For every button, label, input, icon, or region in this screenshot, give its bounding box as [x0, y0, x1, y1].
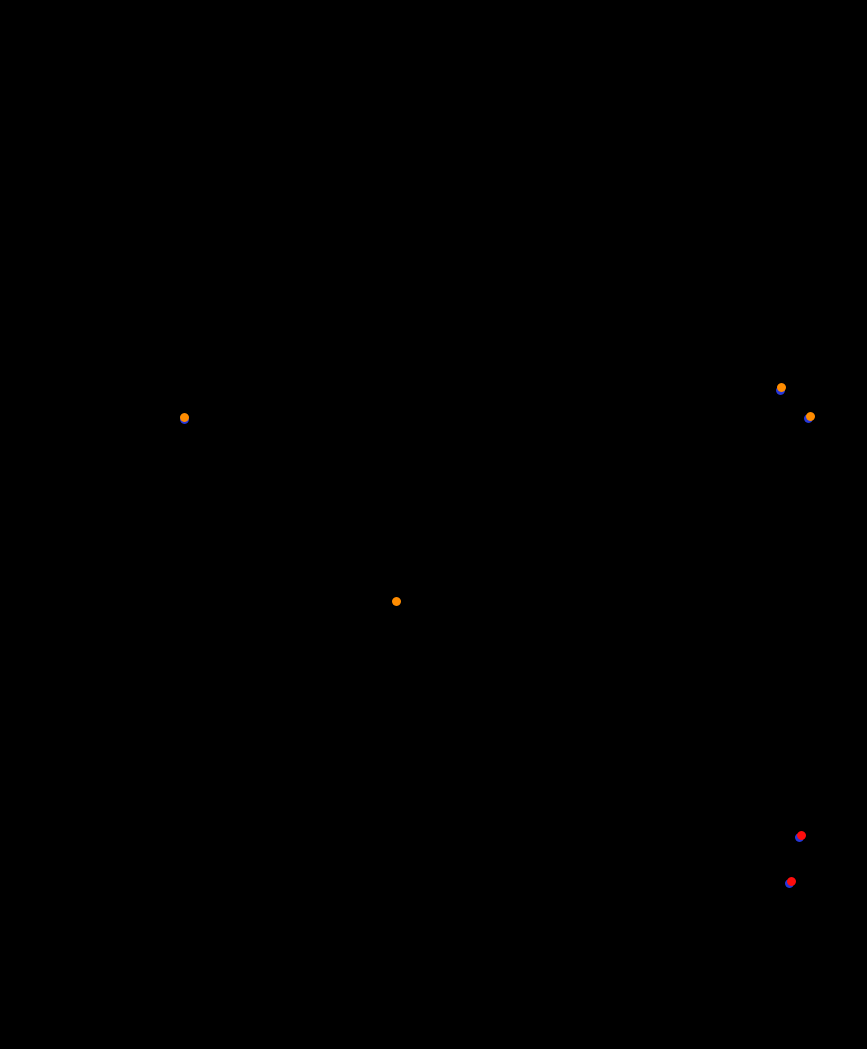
scatter-point-orange [776, 382, 786, 392]
scatter-point-red [796, 830, 806, 840]
scatter-point-orange [805, 411, 815, 421]
scatter-point-orange [179, 412, 189, 422]
scatter-point-orange [391, 596, 401, 606]
scatter-point-red [786, 876, 796, 886]
